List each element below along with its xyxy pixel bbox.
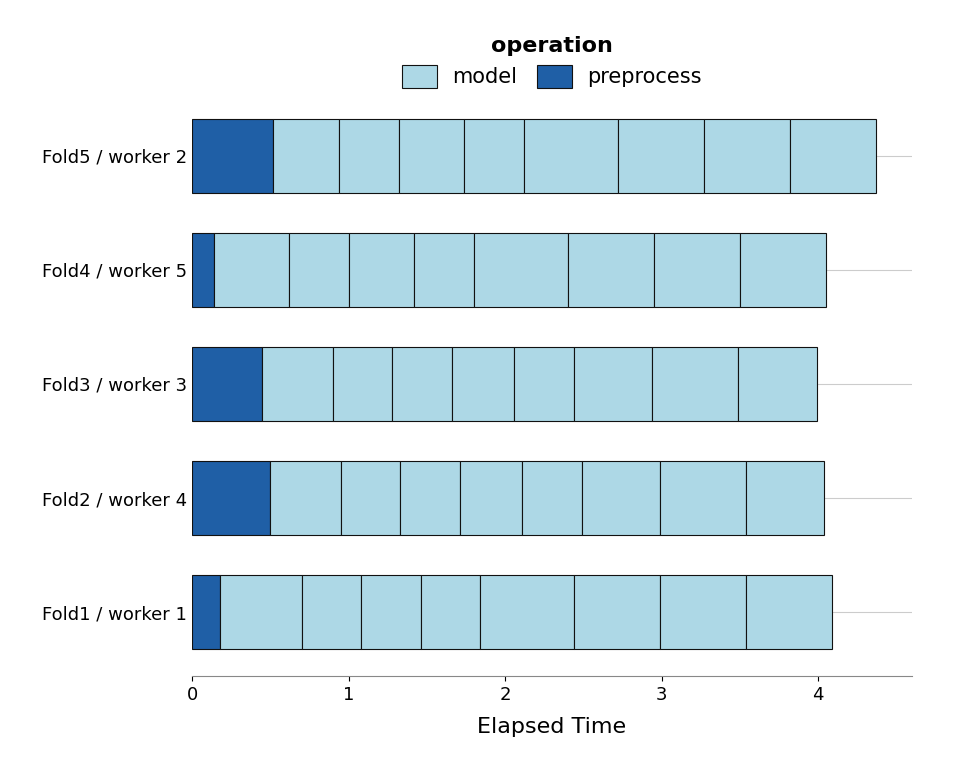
Bar <box>400 461 460 535</box>
Bar <box>420 575 480 649</box>
Bar <box>271 461 341 535</box>
Bar <box>582 461 660 535</box>
Bar <box>192 461 271 535</box>
Bar <box>192 347 262 421</box>
Bar <box>480 575 574 649</box>
Bar <box>522 461 582 535</box>
Bar <box>617 119 704 193</box>
Bar <box>740 233 826 307</box>
Bar <box>574 575 660 649</box>
Bar <box>192 575 220 649</box>
Bar <box>262 347 333 421</box>
Bar <box>660 461 746 535</box>
Bar <box>192 233 214 307</box>
Bar <box>738 347 817 421</box>
Bar <box>214 233 289 307</box>
X-axis label: Elapsed Time: Elapsed Time <box>477 717 627 737</box>
Bar <box>192 119 274 193</box>
Bar <box>339 119 398 193</box>
Bar <box>460 461 522 535</box>
Bar <box>415 233 473 307</box>
Bar <box>452 347 515 421</box>
Bar <box>746 461 825 535</box>
Bar <box>652 347 738 421</box>
Bar <box>654 233 740 307</box>
Bar <box>660 575 746 649</box>
Bar <box>465 119 524 193</box>
Bar <box>398 119 465 193</box>
Bar <box>220 575 301 649</box>
Bar <box>348 233 415 307</box>
Bar <box>361 575 420 649</box>
Bar <box>524 119 617 193</box>
Bar <box>567 233 654 307</box>
Bar <box>574 347 652 421</box>
Bar <box>473 233 567 307</box>
Bar <box>515 347 574 421</box>
Bar <box>289 233 348 307</box>
Bar <box>301 575 361 649</box>
Bar <box>746 575 832 649</box>
Bar <box>274 119 339 193</box>
Bar <box>341 461 400 535</box>
Bar <box>333 347 393 421</box>
Bar <box>393 347 452 421</box>
Legend: model, preprocess: model, preprocess <box>393 26 711 98</box>
Bar <box>790 119 876 193</box>
Bar <box>704 119 790 193</box>
